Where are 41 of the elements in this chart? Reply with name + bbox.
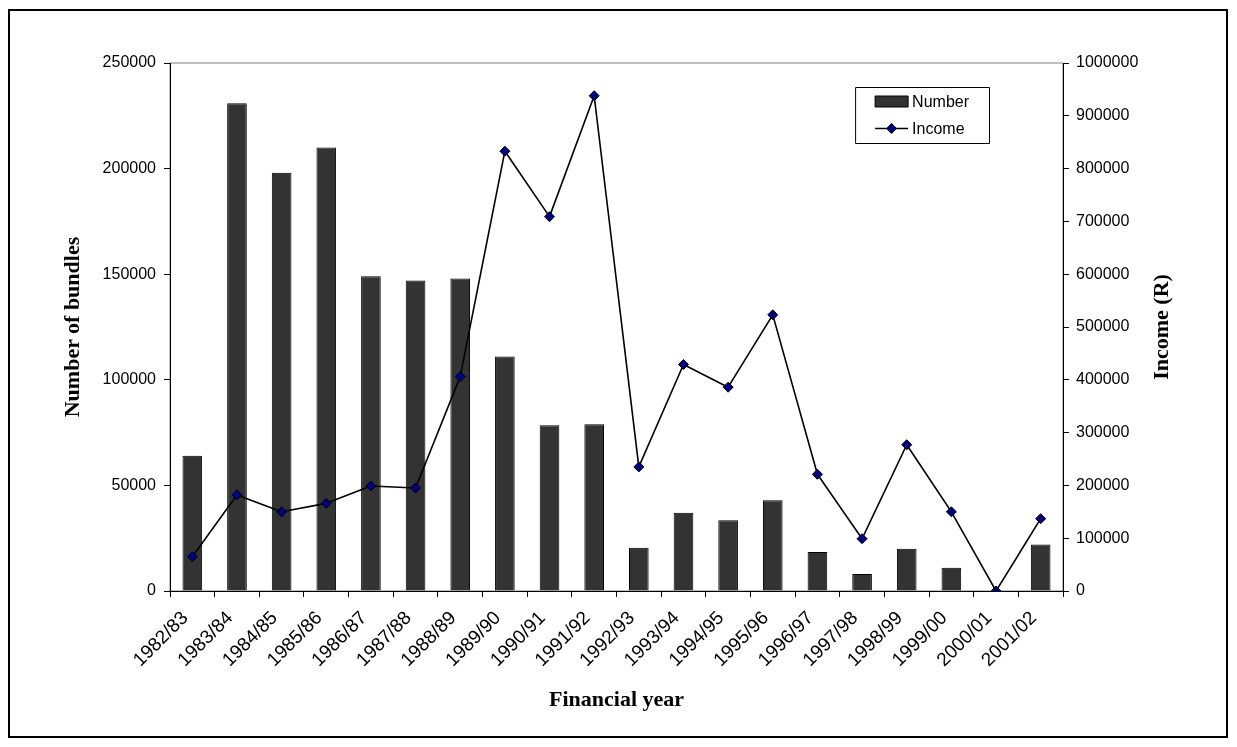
y-tick-label: 0 — [147, 581, 157, 599]
point — [945, 506, 957, 518]
point — [276, 506, 288, 518]
point — [454, 371, 466, 383]
point — [767, 309, 779, 321]
y2-tick-label: 0 — [1076, 581, 1085, 599]
point — [320, 497, 332, 509]
y2-tick-label: 300000 — [1076, 423, 1130, 441]
y2-tick-label: 400000 — [1076, 370, 1130, 388]
y-tick-label: 150000 — [102, 264, 157, 282]
y2-tick-label: 600000 — [1076, 264, 1130, 282]
y2-axis-title: Income (R) — [1147, 274, 1173, 380]
x-axis-title: Financial year — [548, 686, 685, 712]
y2-tick-label: 1000000 — [1076, 53, 1139, 71]
y2-tick-label: 200000 — [1076, 475, 1130, 493]
y-tick-label: 250000 — [102, 53, 157, 71]
point — [633, 461, 645, 473]
y2-tick-label: 900000 — [1076, 106, 1130, 124]
point — [186, 551, 198, 563]
point — [901, 439, 913, 451]
y2-tick-label: 800000 — [1076, 159, 1130, 177]
point — [677, 358, 689, 370]
point — [722, 381, 734, 393]
y2-tick-label: 500000 — [1076, 317, 1130, 335]
point — [588, 90, 600, 102]
point — [811, 468, 823, 480]
point — [1035, 513, 1047, 525]
point — [544, 211, 556, 223]
y-tick-label: 200000 — [102, 159, 157, 177]
point — [365, 480, 377, 492]
point — [856, 533, 868, 545]
legend-label: Income — [912, 119, 965, 137]
y2-tick-label: 700000 — [1076, 211, 1130, 229]
y-axis-title: Number of bundles — [58, 236, 84, 418]
point — [410, 482, 422, 494]
point — [499, 145, 511, 157]
legend-label: Number — [912, 92, 970, 110]
y-tick-label: 50000 — [111, 475, 157, 493]
point — [231, 489, 243, 501]
y-tick-label: 100000 — [102, 370, 157, 388]
y2-tick-label: 100000 — [1076, 528, 1130, 546]
